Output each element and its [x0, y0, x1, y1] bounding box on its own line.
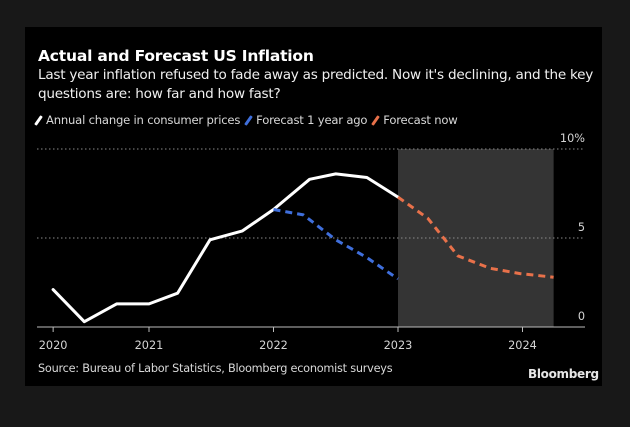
series-line-actual — [51, 172, 400, 324]
y-tick-label-0: 0 — [578, 310, 585, 323]
x-tick-label-2022: 2022 — [259, 339, 288, 352]
legend-item-forecast-1y-ago: Forecast 1 year ago — [244, 113, 368, 127]
legend-item-actual: Annual change in consumer prices — [34, 113, 241, 127]
legend-item-forecast-now: Forecast now — [371, 113, 458, 127]
chart-title: Actual and Forecast US Inflation — [38, 47, 314, 65]
forecast-period-shading — [398, 149, 554, 327]
x-tick-label-2023: 2023 — [384, 339, 413, 352]
bloomberg-logo: Bloomberg — [528, 367, 599, 381]
x-tick-label-2020: 2020 — [39, 339, 68, 352]
y-tick-label-10: 10% — [560, 132, 585, 145]
x-tick-label-2024: 2024 — [508, 339, 537, 352]
series-line-forecast-1y-ago — [273, 208, 399, 281]
legend: Annual change in consumer prices Forecas… — [34, 113, 465, 127]
series-line-forecast-now — [397, 195, 554, 279]
legend-label-actual: Annual change in consumer prices — [46, 113, 241, 127]
chart-subtitle: Last year inflation refused to fade away… — [38, 67, 594, 102]
legend-label-forecast-1y-ago: Forecast 1 year ago — [256, 113, 368, 127]
source-note: Source: Bureau of Labor Statistics, Bloo… — [38, 362, 393, 375]
y-tick-label-5: 5 — [578, 221, 585, 234]
x-tick-label-2021: 2021 — [135, 339, 164, 352]
legend-label-forecast-now: Forecast now — [383, 113, 458, 127]
